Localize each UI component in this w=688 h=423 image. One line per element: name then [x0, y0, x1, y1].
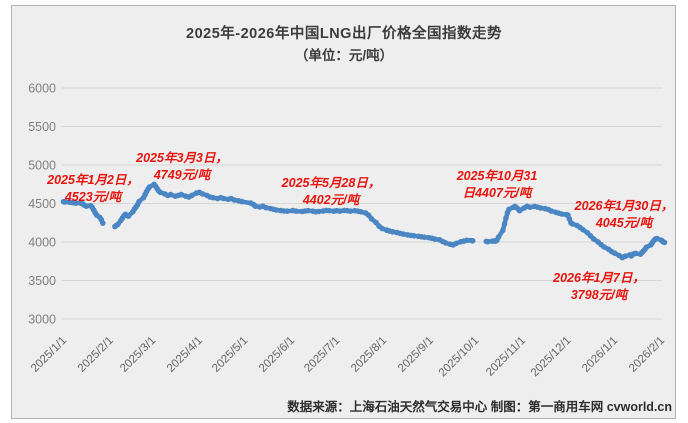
data-point-marker	[199, 191, 206, 197]
data-point-marker	[411, 233, 417, 239]
data-point-marker	[62, 199, 68, 205]
x-tick-label: 2025/1/1	[29, 335, 69, 375]
y-tick-label: 4500	[28, 197, 56, 211]
data-source-credit: 数据来源：上海石油天然气交易中心 制图：第一商用车网 cvworld.cn	[287, 400, 672, 414]
data-point-marker	[654, 235, 660, 242]
data-point-marker	[315, 208, 322, 215]
x-tick-label: 2025/3/1	[118, 335, 158, 375]
data-point-marker	[358, 209, 364, 215]
data-point-marker	[485, 238, 491, 245]
data-point-marker	[421, 234, 428, 240]
data-point-marker	[633, 250, 639, 257]
x-tick-label: 2025/9/1	[396, 335, 436, 375]
y-tick-label: 3000	[28, 313, 56, 327]
data-point-marker	[125, 213, 132, 219]
data-point-marker	[590, 236, 597, 242]
data-point-marker	[326, 207, 333, 214]
data-point-marker	[189, 192, 195, 199]
data-point-marker	[157, 189, 163, 196]
data-point-marker	[178, 191, 185, 198]
data-point-marker	[516, 207, 523, 214]
data-point-marker	[293, 208, 299, 214]
data-point-marker	[442, 240, 449, 246]
data-point-marker	[146, 184, 153, 190]
y-tick-label: 6000	[28, 82, 56, 96]
data-point-marker	[495, 234, 502, 240]
data-point-marker	[100, 220, 106, 226]
data-point-marker	[263, 204, 269, 211]
data-point-marker	[453, 240, 459, 247]
x-tick-label: 2025/2/1	[76, 335, 116, 375]
data-point-marker	[501, 221, 508, 227]
data-point-marker	[167, 191, 174, 198]
x-tick-label: 2026/1/1	[580, 335, 620, 375]
x-tick-label: 2025/11/1	[484, 335, 528, 379]
x-tick-label: 2025/10/1	[437, 335, 482, 380]
data-point-marker	[284, 208, 290, 214]
data-point-marker	[661, 239, 668, 246]
data-point-marker	[463, 237, 470, 244]
data-point-marker	[220, 195, 227, 202]
data-point-marker	[347, 208, 354, 214]
data-point-marker	[231, 197, 237, 203]
data-point-marker	[469, 238, 476, 244]
data-point-marker	[500, 227, 506, 234]
x-tick-label: 2025/12/1	[529, 335, 574, 380]
data-point-marker	[537, 205, 544, 211]
data-point-marker	[569, 221, 576, 227]
data-point-marker	[389, 229, 396, 235]
y-tick-label: 4000	[28, 236, 56, 250]
chart-title: 2025年-2026年中国LNG出厂价格全国指数走势	[186, 26, 502, 42]
data-point-marker	[115, 221, 121, 228]
x-tick-label: 2026/2/1	[627, 335, 667, 375]
data-point-marker	[238, 198, 245, 205]
price-line	[61, 182, 667, 260]
data-point-marker	[210, 194, 216, 201]
data-point-marker	[379, 225, 385, 232]
data-point-marker	[368, 216, 375, 222]
data-point-marker	[580, 226, 586, 233]
data-point-marker	[601, 244, 607, 250]
data-point-marker	[337, 208, 343, 214]
x-tick-label: 2025/4/1	[165, 335, 205, 375]
data-point-marker	[643, 244, 650, 250]
x-tick-label: 2025/8/1	[349, 335, 389, 375]
data-point-marker	[83, 203, 89, 209]
data-point-marker	[365, 212, 372, 218]
data-point-marker	[611, 250, 618, 256]
x-tick-label: 2025/6/1	[257, 335, 297, 375]
data-point-marker	[622, 253, 629, 259]
chart-subtitle: （单位：元/吨）	[294, 48, 394, 63]
data-point-marker	[432, 236, 438, 242]
data-point-marker	[252, 203, 259, 209]
y-tick-label: 5000	[28, 159, 56, 173]
data-point-marker	[136, 198, 142, 205]
x-tick-label: 2025/5/1	[210, 335, 250, 375]
y-tick-label: 5500	[28, 120, 56, 134]
data-point-marker	[305, 207, 311, 214]
data-point-marker	[506, 206, 512, 213]
data-point-marker	[72, 200, 79, 206]
data-point-marker	[503, 215, 509, 221]
data-point-marker	[559, 211, 565, 217]
x-tick-label: 2025/7/1	[302, 335, 342, 375]
data-point-marker	[527, 204, 533, 210]
data-point-marker	[548, 208, 555, 214]
data-point-marker	[400, 231, 407, 237]
data-point-marker	[273, 207, 280, 213]
y-tick-label: 3500	[28, 274, 56, 288]
